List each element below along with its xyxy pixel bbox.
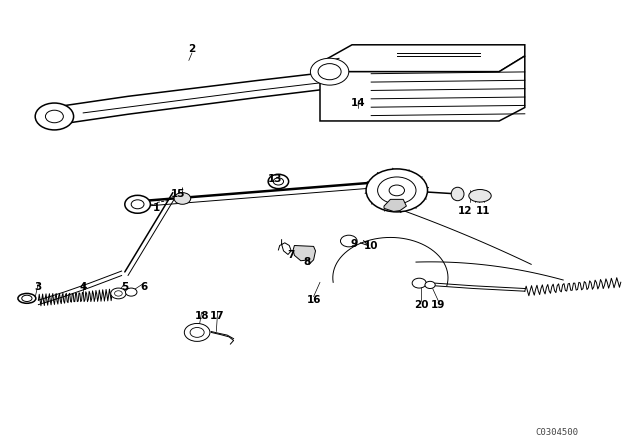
Circle shape [340,235,357,247]
Text: 15: 15 [171,189,185,198]
Polygon shape [384,199,406,211]
Text: 10: 10 [364,241,378,251]
Circle shape [310,58,349,85]
Polygon shape [320,56,525,121]
Circle shape [125,288,137,296]
Text: 18: 18 [195,311,209,321]
Text: 6: 6 [140,282,148,292]
Circle shape [115,291,122,296]
Text: 14: 14 [351,98,365,108]
Ellipse shape [18,293,36,303]
Circle shape [412,278,426,288]
Text: 16: 16 [307,295,321,305]
Text: 17: 17 [211,311,225,321]
Circle shape [389,185,404,196]
Circle shape [268,174,289,189]
Polygon shape [320,45,525,72]
Ellipse shape [468,190,492,202]
Circle shape [174,193,191,204]
Text: 2: 2 [188,44,196,54]
Text: 1: 1 [153,203,161,213]
Circle shape [366,169,428,212]
Text: C0304500: C0304500 [535,428,579,437]
Ellipse shape [451,187,464,201]
Text: 19: 19 [431,300,445,310]
Text: 3: 3 [35,282,42,292]
Circle shape [273,178,284,185]
Text: 11: 11 [476,206,490,215]
Circle shape [45,110,63,123]
Ellipse shape [22,295,32,302]
Circle shape [184,323,210,341]
Text: 9: 9 [350,239,358,249]
Circle shape [111,288,126,299]
Text: 8: 8 [303,257,311,267]
Circle shape [425,281,435,289]
Circle shape [125,195,150,213]
Circle shape [190,327,204,337]
Circle shape [378,177,416,204]
Text: 20: 20 [414,300,428,310]
Text: 4: 4 [79,282,87,292]
Circle shape [318,64,341,80]
Text: 5: 5 [121,282,129,292]
Polygon shape [293,246,316,264]
Circle shape [131,200,144,209]
Text: 7: 7 [287,250,295,260]
Circle shape [35,103,74,130]
Text: 12: 12 [458,206,472,215]
Text: 13: 13 [268,174,282,184]
